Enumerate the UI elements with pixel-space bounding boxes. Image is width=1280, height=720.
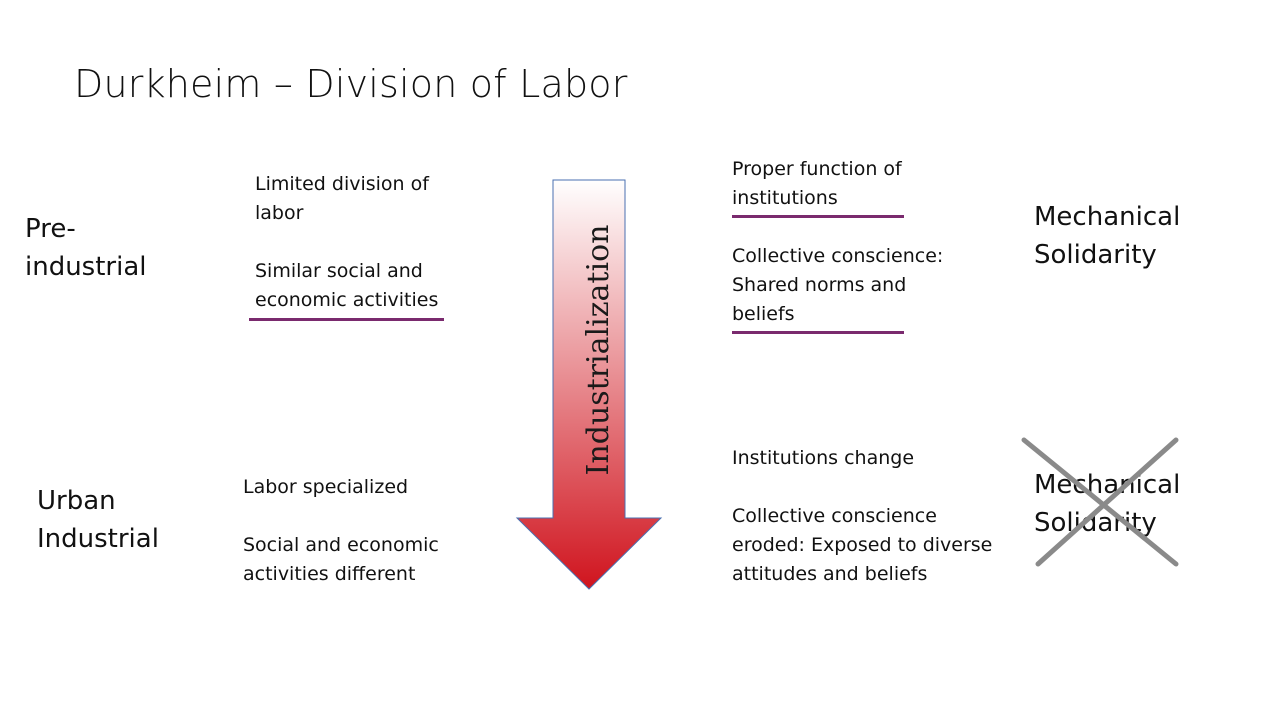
activities-different-text: Social and economic activities different [243,531,439,589]
limited-division-text: Limited division of labor [255,170,429,228]
pre-industrial-label-line1: Pre- [25,214,76,244]
collective-conscience-line1: Collective conscience: [732,245,944,267]
mechanical-solidarity-line2: Solidarity [1034,240,1157,270]
labor-specialized-text: Labor specialized [243,476,409,498]
collective-conscience-text: Collective conscience: Shared norms and … [732,242,943,329]
conscience-eroded-line2: eroded: Exposed to diverse [732,534,993,556]
activities-different-line2: activities different [243,563,416,585]
proper-function-text: Proper function of institutions [732,155,902,213]
cross-out-icon [1021,437,1179,567]
collective-conscience-line3: beliefs [732,303,795,325]
left-divider-rule [249,318,444,321]
right-divider-rule-1 [732,215,904,218]
institutions-change-text: Institutions change [732,447,915,469]
conscience-eroded-text: Collective conscience eroded: Exposed to… [732,502,992,589]
mechanical-solidarity-label: Mechanical Solidarity [1034,198,1180,274]
urban-industrial-label: Urban Industrial [37,482,159,558]
urban-industrial-label-line1: Urban [37,486,116,516]
proper-function-line2: institutions [732,187,838,209]
similar-activities-line2: economic activities [255,289,439,311]
conscience-eroded-line1: Collective conscience [732,505,937,527]
right-divider-rule-2 [732,331,904,334]
pre-industrial-label-line2: industrial [25,252,147,282]
arrow-label: Industrialization [581,225,616,476]
similar-activities-text: Similar social and economic activities [255,257,438,315]
proper-function-line1: Proper function of [732,158,902,180]
activities-different-line1: Social and economic [243,534,439,556]
industrialization-arrow: Industrialization [515,179,663,590]
similar-activities-line1: Similar social and [255,260,423,282]
urban-industrial-label-line2: Industrial [37,524,159,554]
arrow-shape [515,179,663,590]
limited-division-line2: labor [255,202,304,224]
pre-industrial-label: Pre- industrial [25,210,147,286]
mechanical-solidarity-line1: Mechanical [1034,202,1181,232]
page-title: Durkheim – Division of Labor [74,62,628,106]
limited-division-line1: Limited division of [255,173,429,195]
collective-conscience-line2: Shared norms and [732,274,907,296]
crossed-solidarity-line1: Mechanical [1034,470,1181,500]
conscience-eroded-line3: attitudes and beliefs [732,563,928,585]
